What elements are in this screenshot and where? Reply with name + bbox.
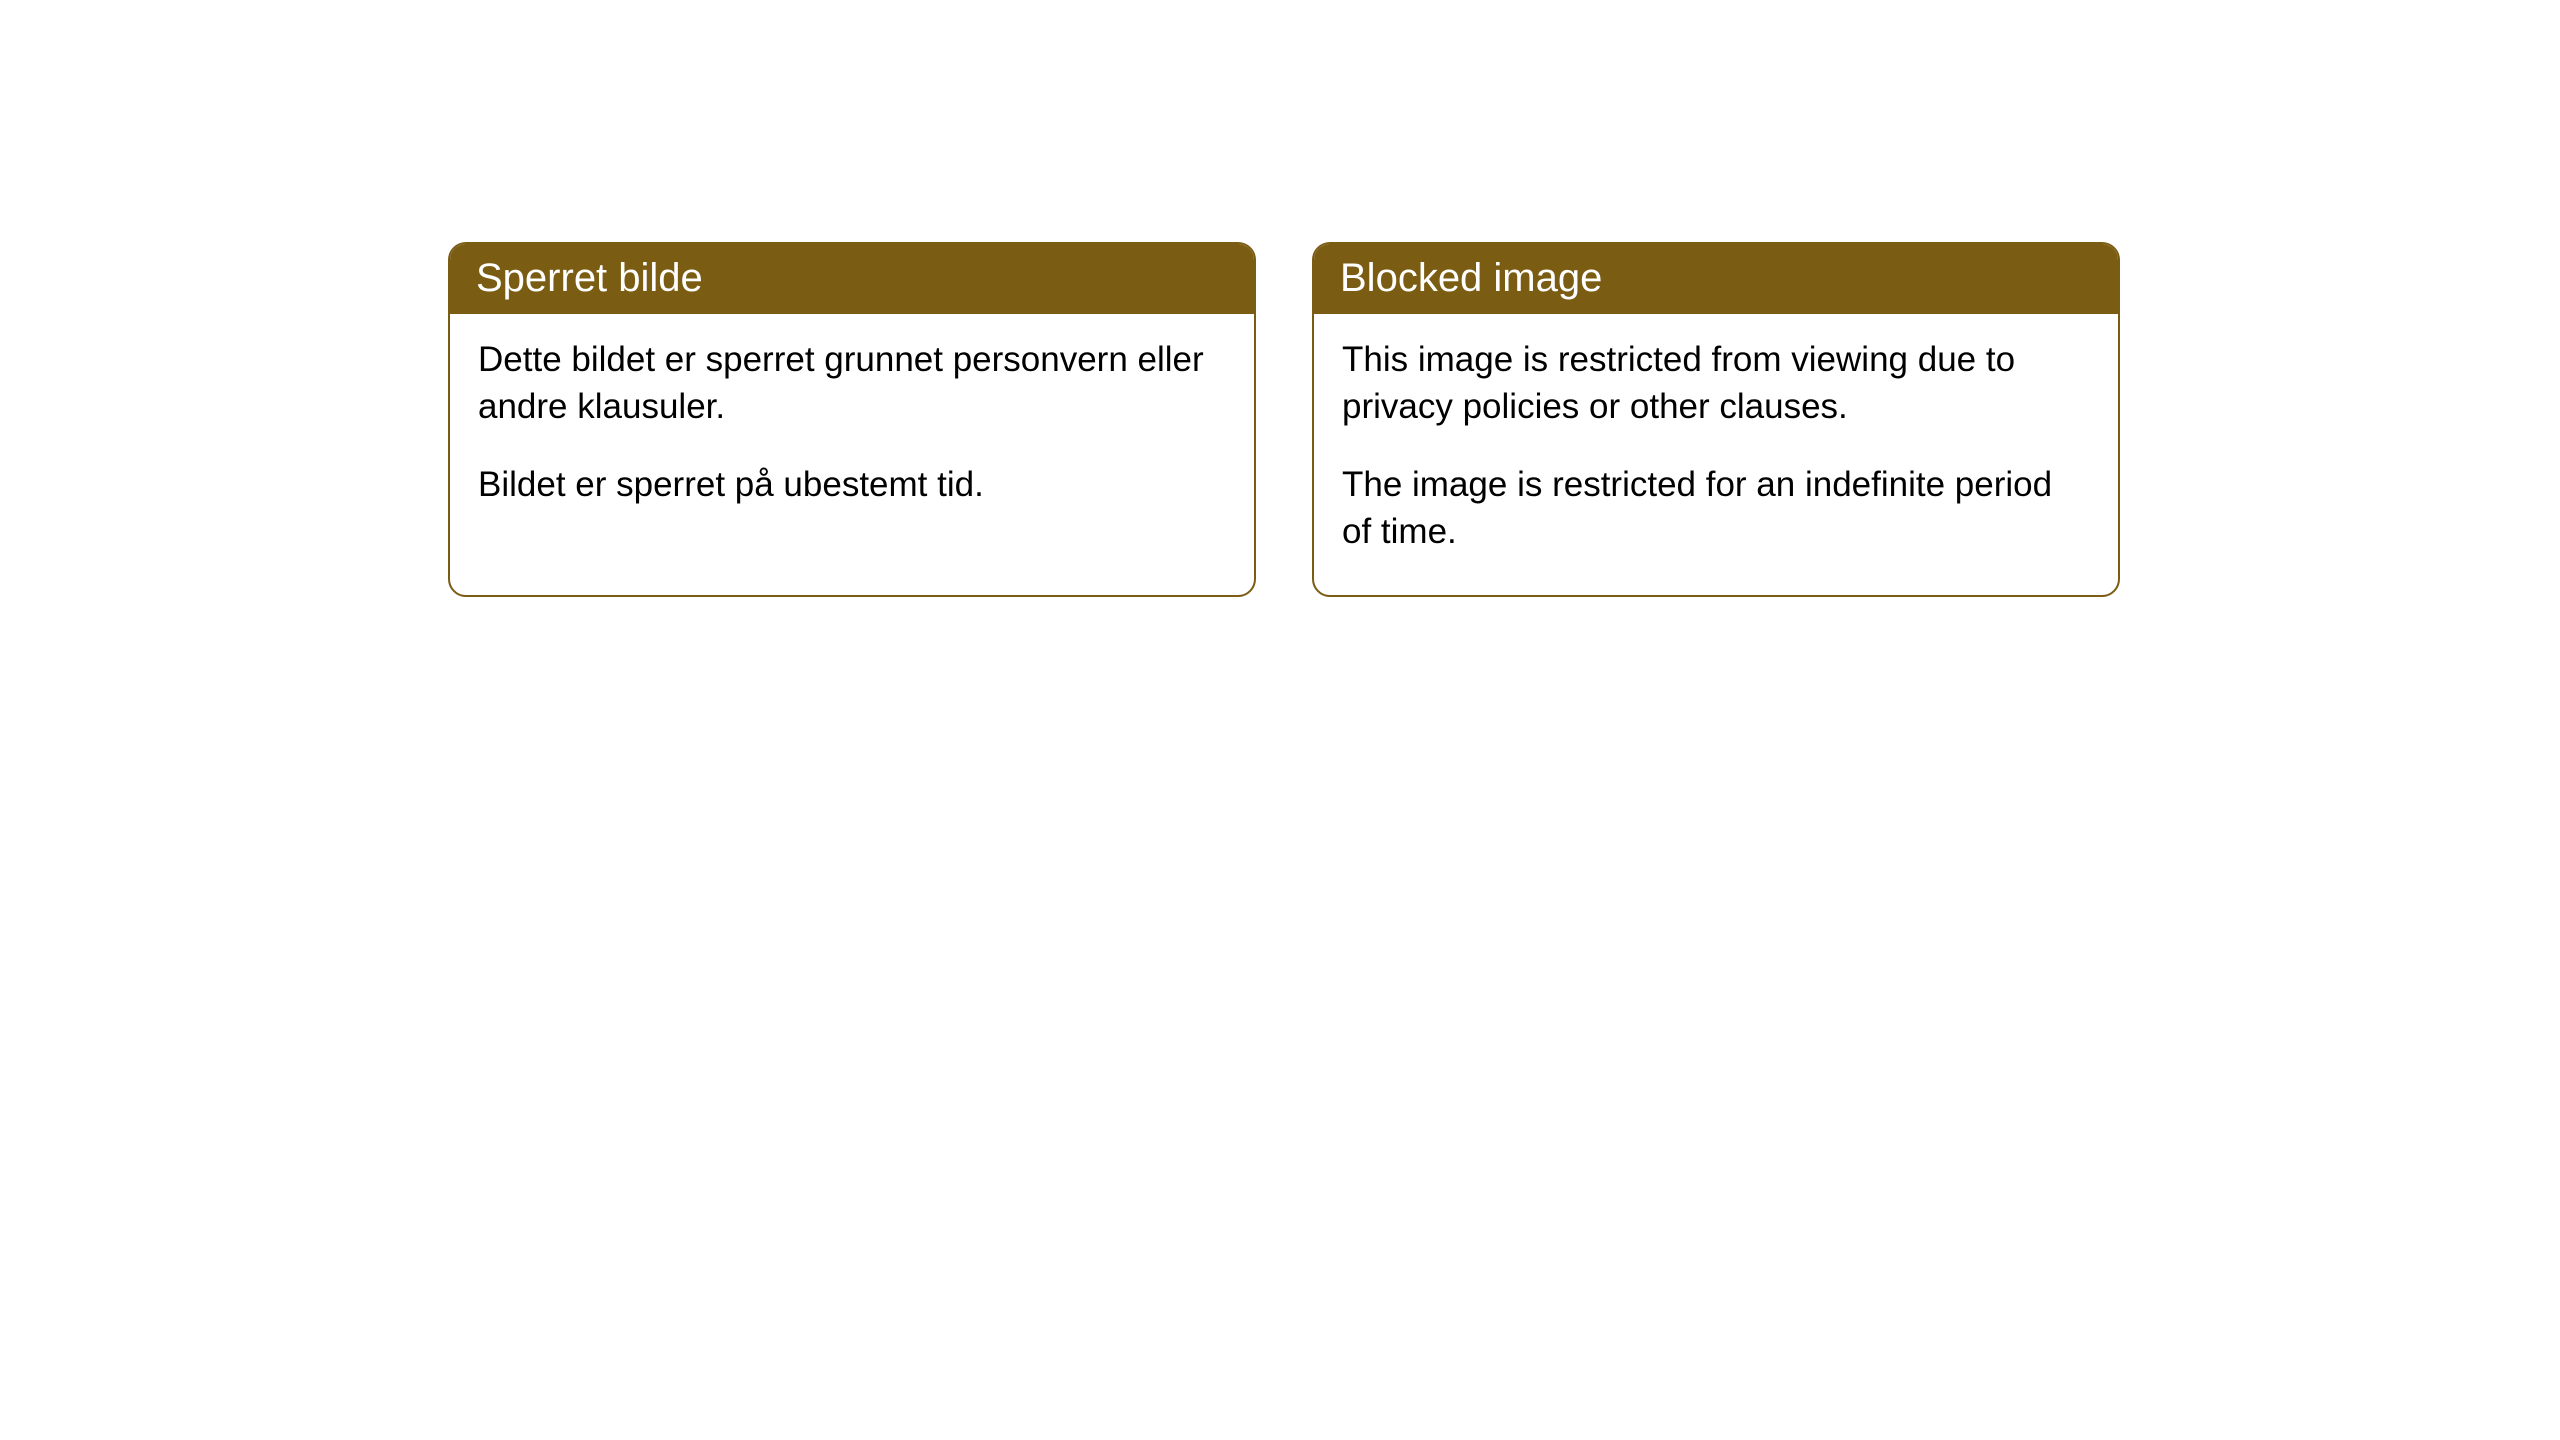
card-body: This image is restricted from viewing du… [1314, 314, 2118, 595]
notice-card-norwegian: Sperret bilde Dette bildet er sperret gr… [448, 242, 1256, 597]
notice-card-english: Blocked image This image is restricted f… [1312, 242, 2120, 597]
card-paragraph: Bildet er sperret på ubestemt tid. [478, 461, 1226, 508]
card-header: Blocked image [1314, 244, 2118, 314]
notice-cards-container: Sperret bilde Dette bildet er sperret gr… [0, 0, 2560, 597]
card-header: Sperret bilde [450, 244, 1254, 314]
card-paragraph: The image is restricted for an indefinit… [1342, 461, 2090, 556]
card-body: Dette bildet er sperret grunnet personve… [450, 314, 1254, 548]
card-paragraph: Dette bildet er sperret grunnet personve… [478, 336, 1226, 431]
card-paragraph: This image is restricted from viewing du… [1342, 336, 2090, 431]
